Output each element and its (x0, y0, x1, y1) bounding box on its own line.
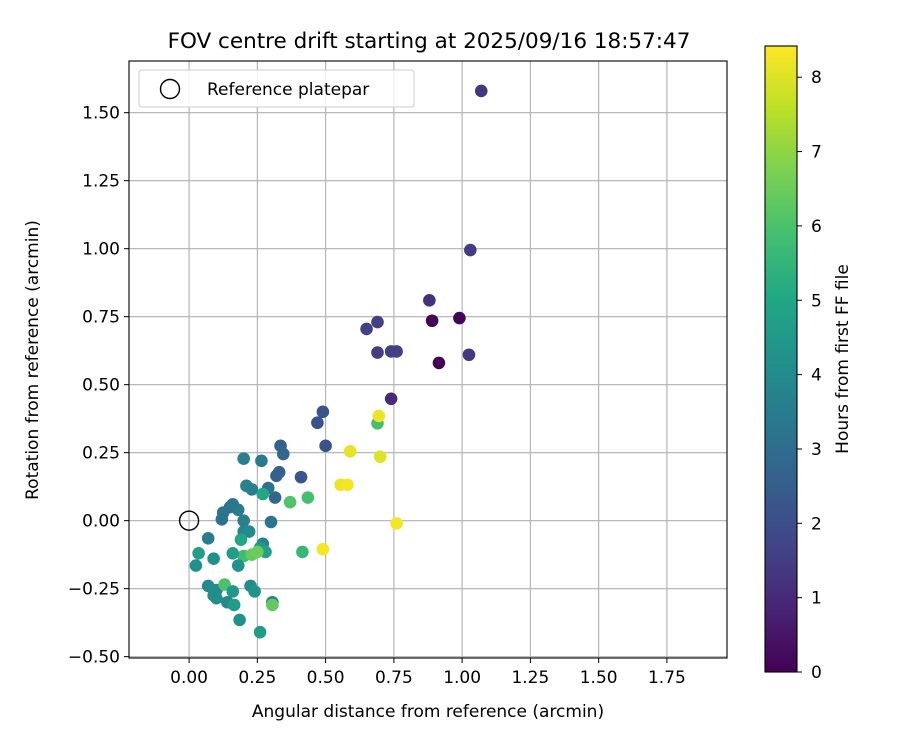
x-tick-label: 0.00 (170, 668, 208, 688)
data-point (372, 409, 386, 423)
plot-area: 0.00 0.25 0.50 0.75 1.00 1.25 1.50 1.75 −0.50−0… (68, 60, 728, 688)
data-point (341, 478, 354, 492)
data-point (283, 495, 297, 509)
data-point (371, 346, 384, 359)
data-point (192, 546, 205, 560)
data-point (432, 356, 446, 370)
data-point (301, 491, 315, 504)
x-tick-label: 1.75 (648, 668, 686, 688)
y-axis: −0.50 −0.25 0.00 0.25 0.50 0.75 1.00 1.25 1.50 (68, 104, 129, 668)
x-axis: 0.00 0.25 0.50 0.75 1.00 1.25 1.50 1.75 (170, 658, 686, 688)
data-point (464, 243, 477, 257)
data-point (276, 447, 290, 461)
colorbar-label: Hours from first FF file (833, 264, 853, 454)
x-tick-label: 1.00 (443, 668, 481, 688)
colorbar-gradient (765, 46, 797, 672)
y-tick-label: 0.00 (82, 512, 120, 532)
data-point (237, 514, 250, 527)
data-point (226, 546, 240, 560)
data-point (237, 452, 250, 465)
data-point (373, 450, 387, 464)
data-point (234, 533, 248, 546)
data-point (231, 559, 245, 572)
data-point (319, 439, 332, 453)
data-point (384, 392, 398, 406)
data-point (360, 322, 373, 336)
chart-title: FOV centre drift starting at 2025/09/16 … (168, 29, 691, 54)
legend-label: Reference platepar (207, 80, 369, 100)
data-point (245, 483, 259, 496)
data-point (316, 405, 330, 419)
y-tick-label: 0.25 (82, 444, 120, 464)
y-tick-label: 1.00 (82, 240, 120, 260)
data-point (215, 512, 229, 526)
x-tick-label: 0.50 (307, 668, 345, 688)
legend-marker-icon (159, 78, 181, 100)
colorbar-tick-label: 7 (811, 143, 822, 163)
data-point (296, 545, 309, 559)
colorbar-tick-label: 8 (811, 68, 822, 88)
data-point (201, 532, 215, 545)
data-point (390, 517, 403, 530)
data-point (270, 469, 283, 483)
x-tick-label: 1.50 (580, 668, 618, 688)
data-point (268, 491, 282, 504)
x-tick-label: 1.25 (511, 668, 549, 688)
colorbar-tick-label: 3 (811, 440, 822, 460)
y-tick-label: 0.75 (82, 308, 120, 328)
colorbar-tick-label: 4 (811, 366, 822, 386)
data-point (423, 294, 436, 307)
data-point (425, 314, 439, 328)
data-point (371, 315, 384, 329)
data-point (255, 454, 268, 468)
y-tick-label: −0.25 (68, 580, 120, 600)
data-point (316, 542, 330, 556)
data-point (343, 444, 357, 458)
legend-box (138, 69, 415, 108)
data-point (474, 84, 488, 98)
data-point (242, 525, 256, 538)
colorbar: 0 1 2 3 4 5 6 7 8 Hours from first FF file (764, 45, 853, 683)
scatter-points (189, 84, 488, 639)
y-tick-label: 1.50 (82, 104, 120, 124)
data-point (248, 585, 261, 598)
colorbar-frame (764, 45, 798, 673)
data-point (390, 345, 403, 358)
data-point (226, 585, 240, 598)
colorbar-tick-label: 5 (811, 291, 822, 311)
x-tick-label: 0.75 (375, 668, 413, 688)
data-point (210, 591, 223, 605)
x-tick-label: 0.25 (238, 668, 276, 688)
data-point (311, 416, 324, 430)
data-point (253, 625, 267, 639)
y-tick-label: −0.50 (68, 648, 120, 668)
colorbar-tick-label: 1 (811, 589, 822, 609)
data-point (453, 311, 466, 325)
colorbar-tick-label: 0 (811, 663, 822, 683)
plot-frame (128, 60, 728, 659)
y-tick-label: 0.50 (82, 376, 120, 396)
y-axis-label: Rotation from reference (arcmin) (23, 220, 43, 500)
colorbar-ticks: 0 1 2 3 4 5 6 7 8 (797, 68, 822, 683)
colorbar-tick-label: 6 (811, 217, 822, 237)
data-point (227, 598, 241, 612)
data-point (207, 552, 220, 566)
colorbar-tick-label: 2 (811, 514, 822, 534)
data-point (294, 470, 308, 484)
x-axis-label: Angular distance from reference (arcmin) (252, 702, 604, 722)
legend: Reference platepar (138, 69, 415, 108)
data-point (233, 613, 246, 627)
data-point (256, 487, 270, 501)
data-point (251, 545, 264, 559)
y-tick-label: 1.25 (82, 172, 120, 192)
reference-platepar-marker (178, 510, 200, 531)
plot-background (129, 61, 727, 658)
data-point (189, 559, 203, 572)
data-point (462, 348, 476, 362)
data-point (266, 598, 279, 612)
data-point (264, 515, 278, 529)
